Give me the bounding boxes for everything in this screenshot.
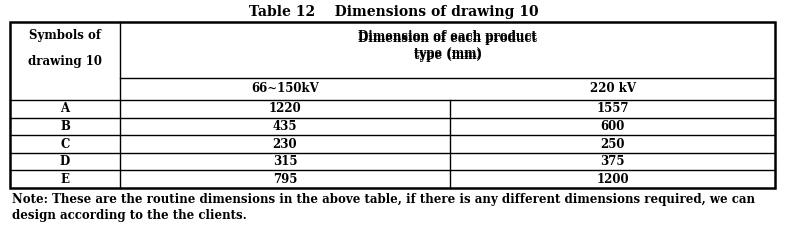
Text: 795: 795 bbox=[273, 173, 297, 186]
Text: 375: 375 bbox=[600, 155, 625, 168]
Text: Dimension of each product
type (mm): Dimension of each product type (mm) bbox=[358, 32, 537, 60]
Text: 1220: 1220 bbox=[268, 102, 301, 115]
Text: Symbols of: Symbols of bbox=[29, 30, 101, 43]
Text: 600: 600 bbox=[600, 120, 625, 133]
Text: Note: These are the routine dimensions in the above table, if there is any diffe: Note: These are the routine dimensions i… bbox=[12, 194, 755, 206]
Text: B: B bbox=[60, 120, 70, 133]
Text: drawing 10: drawing 10 bbox=[28, 55, 102, 68]
Text: 1557: 1557 bbox=[597, 102, 629, 115]
Text: D: D bbox=[60, 155, 70, 168]
Text: 435: 435 bbox=[273, 120, 297, 133]
Text: 315: 315 bbox=[273, 155, 297, 168]
Text: E: E bbox=[61, 173, 69, 186]
Text: C: C bbox=[61, 137, 70, 151]
Text: design according to the the clients.: design according to the the clients. bbox=[12, 210, 247, 222]
Text: Dimension of each product
type (mm): Dimension of each product type (mm) bbox=[358, 30, 537, 62]
Bar bbox=[10, 22, 775, 188]
Text: A: A bbox=[61, 102, 69, 115]
Text: 1200: 1200 bbox=[597, 173, 629, 186]
Text: 250: 250 bbox=[600, 137, 625, 151]
Text: 220 kV: 220 kV bbox=[589, 83, 635, 96]
Text: 230: 230 bbox=[272, 137, 297, 151]
Text: 66~150kV: 66~150kV bbox=[251, 83, 319, 96]
Text: Table 12    Dimensions of drawing 10: Table 12 Dimensions of drawing 10 bbox=[249, 5, 538, 19]
